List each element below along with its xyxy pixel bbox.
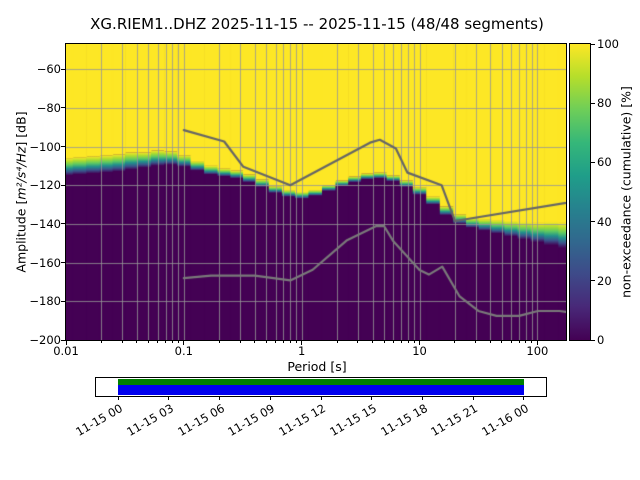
y-tick-mark: [61, 146, 65, 148]
timeline-tick-mark: [472, 397, 474, 400]
colorbar-tick-mark: [591, 221, 595, 223]
colorbar-tick-label: 40: [597, 214, 612, 229]
x-minor-tick-mark: [100, 341, 102, 343]
colorbar-tick-mark: [591, 339, 595, 341]
x-minor-tick-mark: [165, 341, 167, 343]
colorbar-tick-label: 80: [597, 96, 612, 111]
x-minor-tick-mark: [157, 341, 159, 343]
colorbar-tick-mark: [591, 43, 595, 45]
x-tick-label: 0.1: [174, 344, 193, 358]
x-minor-tick-mark: [147, 341, 149, 343]
y-tick-label: −100: [29, 139, 61, 154]
colorbar-label: non-exceedance (cumulative) [%]: [618, 86, 634, 298]
timeline-tick-mark: [117, 397, 119, 400]
timeline-tick-mark: [422, 397, 424, 400]
colorbar-tick-mark: [591, 161, 595, 163]
x-minor-tick-mark: [413, 341, 415, 343]
timeline-used-bar: [118, 379, 524, 385]
timeline-tick-label: 11-15 09: [225, 401, 278, 439]
y-tick-label: −180: [29, 294, 61, 309]
y-tick-mark: [61, 68, 65, 70]
x-minor-tick-mark: [531, 341, 533, 343]
y-tick-mark: [61, 184, 65, 186]
x-tick-label: 1: [298, 344, 306, 358]
timeline-tick-mark: [168, 397, 170, 400]
x-minor-tick-mark: [357, 341, 359, 343]
chart-title: XG.RIEM1..DHZ 2025-11-15 -- 2025-11-15 (…: [90, 15, 544, 33]
timeline-tick-label: 11-15 06: [174, 401, 227, 439]
x-minor-tick-mark: [372, 341, 374, 343]
y-tick-label: −120: [29, 178, 61, 193]
x-minor-tick-mark: [171, 341, 173, 343]
x-minor-tick-mark: [383, 341, 385, 343]
x-tick-mark: [65, 341, 67, 345]
x-tick-label: 100: [526, 344, 549, 358]
x-minor-tick-mark: [510, 341, 512, 343]
timeline-tick-label: 11-15 03: [124, 401, 176, 439]
x-tick-mark: [419, 341, 421, 345]
x-minor-tick-mark: [400, 341, 402, 343]
colorbar-tick-mark: [591, 102, 595, 104]
x-minor-tick-mark: [336, 341, 338, 343]
x-axis-label: Period [s]: [287, 359, 347, 374]
timeline-tick-mark: [371, 397, 373, 400]
x-minor-tick-mark: [518, 341, 520, 343]
x-minor-tick-mark: [136, 341, 138, 343]
colorbar-tick-label: 20: [597, 273, 612, 288]
x-minor-tick-mark: [121, 341, 123, 343]
x-minor-tick-mark: [282, 341, 284, 343]
colorbar-tick-label: 100: [597, 37, 619, 51]
timeline-tick-label: 11-15 15: [327, 401, 379, 439]
x-minor-tick-mark: [392, 341, 394, 343]
y-tick-label: −200: [29, 333, 61, 347]
x-minor-tick-mark: [295, 341, 297, 343]
x-minor-tick-mark: [289, 341, 291, 343]
timeline-tick-label: 11-15 00: [73, 401, 126, 439]
colorbar-tick-mark: [591, 280, 595, 282]
y-tick-mark: [61, 300, 65, 302]
y-tick-mark: [61, 262, 65, 264]
x-minor-tick-mark: [218, 341, 220, 343]
ppsd-heatmap-canvas: [66, 44, 566, 340]
timeline-tick-label: 11-15 21: [428, 401, 481, 439]
x-minor-tick-mark: [275, 341, 277, 343]
x-minor-tick-mark: [254, 341, 256, 343]
colorbar: [569, 43, 591, 341]
y-tick-mark: [61, 107, 65, 109]
x-minor-tick-mark: [239, 341, 241, 343]
x-tick-mark: [301, 341, 303, 345]
y-tick-mark: [61, 223, 65, 225]
x-tick-mark: [536, 341, 538, 345]
x-minor-tick-mark: [177, 341, 179, 343]
x-minor-tick-mark: [454, 341, 456, 343]
y-tick-label: −140: [29, 216, 61, 231]
x-tick-label: 10: [412, 344, 427, 358]
timeline-tick-mark: [219, 397, 221, 400]
x-minor-tick-mark: [501, 341, 503, 343]
x-minor-tick-mark: [265, 341, 267, 343]
x-tick-label: 0.01: [53, 344, 79, 358]
y-tick-label: −60: [36, 62, 61, 77]
colorbar-tick-label: 0: [597, 333, 605, 347]
y-tick-label: −80: [36, 100, 61, 115]
timeline-data-bar: [118, 385, 524, 395]
timeline-tick-mark: [320, 397, 322, 400]
x-minor-tick-mark: [475, 341, 477, 343]
timeline-tick-mark: [523, 397, 525, 400]
x-minor-tick-mark: [489, 341, 491, 343]
timeline-tick-label: 11-15 18: [377, 401, 430, 439]
x-minor-tick-mark: [407, 341, 409, 343]
timeline-tick-label: 11-15 12: [276, 401, 328, 439]
plot-area: [65, 43, 567, 341]
x-minor-tick-mark: [525, 341, 527, 343]
y-tick-mark: [61, 339, 65, 341]
timeline-tick-label: 11-16 00: [479, 401, 531, 439]
colorbar-tick-label: 60: [597, 155, 612, 170]
timeline-box: [95, 377, 547, 397]
x-tick-mark: [183, 341, 185, 345]
y-tick-label: −160: [29, 255, 61, 270]
timeline-tick-mark: [269, 397, 271, 400]
